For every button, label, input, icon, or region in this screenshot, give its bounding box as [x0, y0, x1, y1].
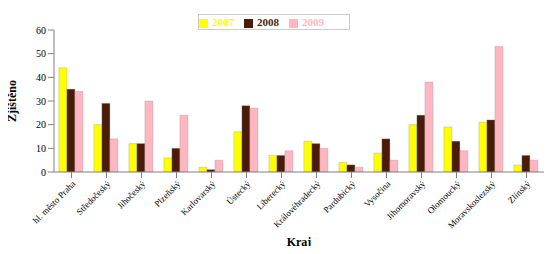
svg-text:10: 10	[36, 143, 46, 154]
svg-text:40: 40	[36, 72, 46, 83]
svg-text:Vysočina: Vysočina	[362, 179, 392, 209]
svg-text:Středočeský: Středočeský	[74, 179, 113, 218]
svg-text:Ústecký: Ústecký	[225, 179, 253, 207]
svg-text:30: 30	[36, 96, 46, 107]
svg-text:Plzeňský: Plzeňský	[152, 179, 182, 209]
svg-text:Královéhradecký: Královéhradecký	[272, 179, 323, 230]
html-text:2009: 2009	[302, 16, 324, 28]
svg-text:50: 50	[36, 48, 46, 59]
svg-text:Zlínský: Zlínský	[506, 179, 533, 206]
svg-text:Zjištěno: Zjištěno	[8, 80, 19, 122]
html-text:2008: 2008	[257, 16, 279, 28]
svg-text:Olomoucký: Olomoucký	[425, 179, 462, 216]
svg-text:Jihočeský: Jihočeský	[115, 179, 148, 212]
svg-text:0: 0	[41, 167, 46, 178]
svg-text:Pardubický: Pardubický	[321, 179, 357, 215]
svg-text:60: 60	[36, 25, 46, 36]
svg-text:Kraj: Kraj	[287, 235, 312, 246]
svg-text:20: 20	[36, 119, 46, 130]
svg-text:Jihomoravský: Jihomoravský	[385, 179, 428, 222]
svg-text:Liberecký: Liberecký	[255, 179, 288, 212]
svg-text:Moravskoslezský: Moravskoslezský	[446, 179, 498, 231]
svg-text:Karlovarský: Karlovarský	[179, 179, 218, 218]
svg-text:hl. město Praha: hl. město Praha	[31, 179, 77, 225]
html-text:2007: 2007	[212, 16, 234, 28]
